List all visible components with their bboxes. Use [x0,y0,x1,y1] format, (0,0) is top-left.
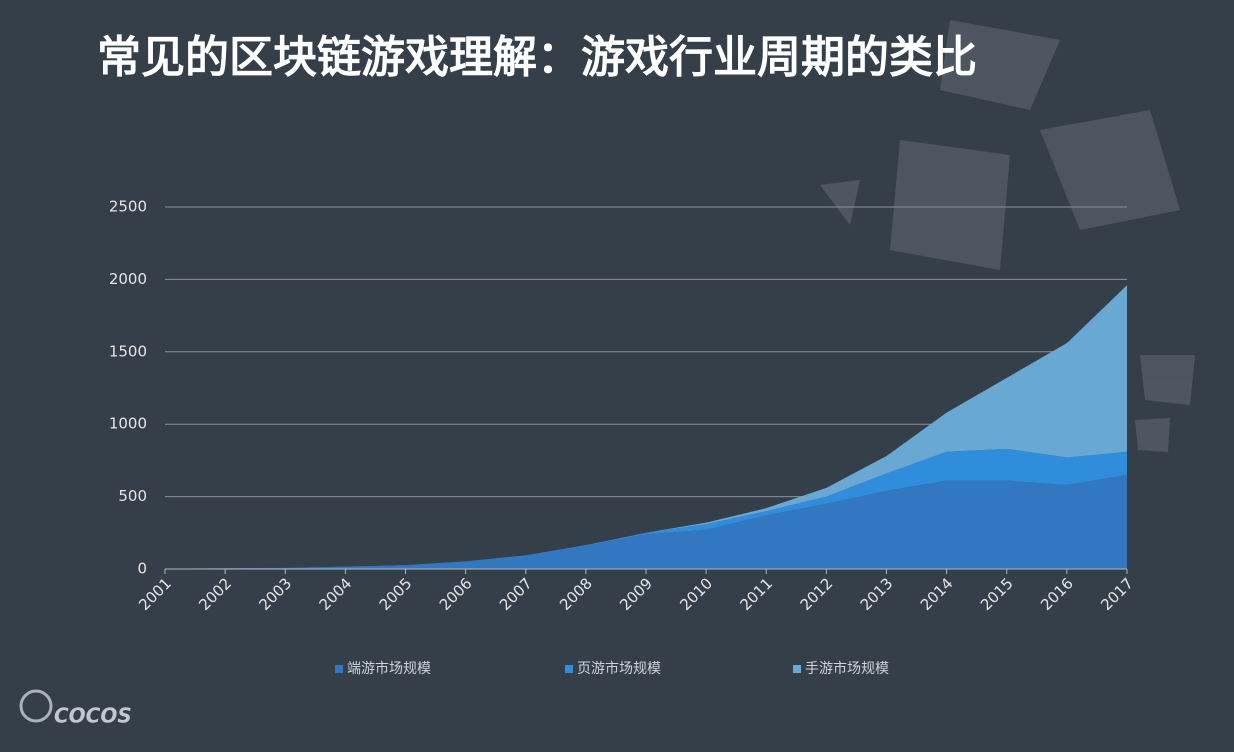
area [165,285,1127,569]
legend-swatch [793,665,801,673]
y-tick-label: 500 [118,487,147,505]
legend-swatch [565,665,573,673]
legend-label: 端游市场规模 [347,660,431,677]
legend-label: 页游市场规模 [577,660,661,677]
logo: COCOS [19,689,132,728]
legend-swatch [335,665,343,673]
logo-icon [19,689,53,723]
area [165,448,1127,569]
chart-title: 常见的区块链游戏理解：游戏行业周期的类比 [97,32,977,83]
decoration [820,20,1195,452]
area [165,474,1127,569]
y-tick-label: 0 [137,560,147,578]
logo-text: COCOS [54,704,132,728]
y-tick-label: 2500 [109,198,147,216]
y-tick-label: 1500 [109,342,147,360]
y-tick-label: 2000 [109,270,147,288]
legend-label: 手游市场规模 [805,660,889,677]
y-tick-label: 1000 [109,415,147,433]
